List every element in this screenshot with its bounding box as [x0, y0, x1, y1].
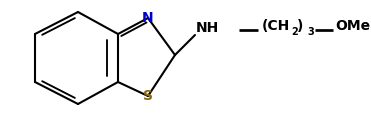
Text: S: S [143, 89, 153, 103]
Text: ): ) [297, 19, 303, 33]
Text: NH: NH [196, 21, 219, 35]
Text: OMe: OMe [335, 19, 370, 33]
Text: 3: 3 [307, 27, 314, 37]
Text: (CH: (CH [262, 19, 290, 33]
Text: N: N [142, 11, 154, 25]
Text: 2: 2 [291, 27, 298, 37]
